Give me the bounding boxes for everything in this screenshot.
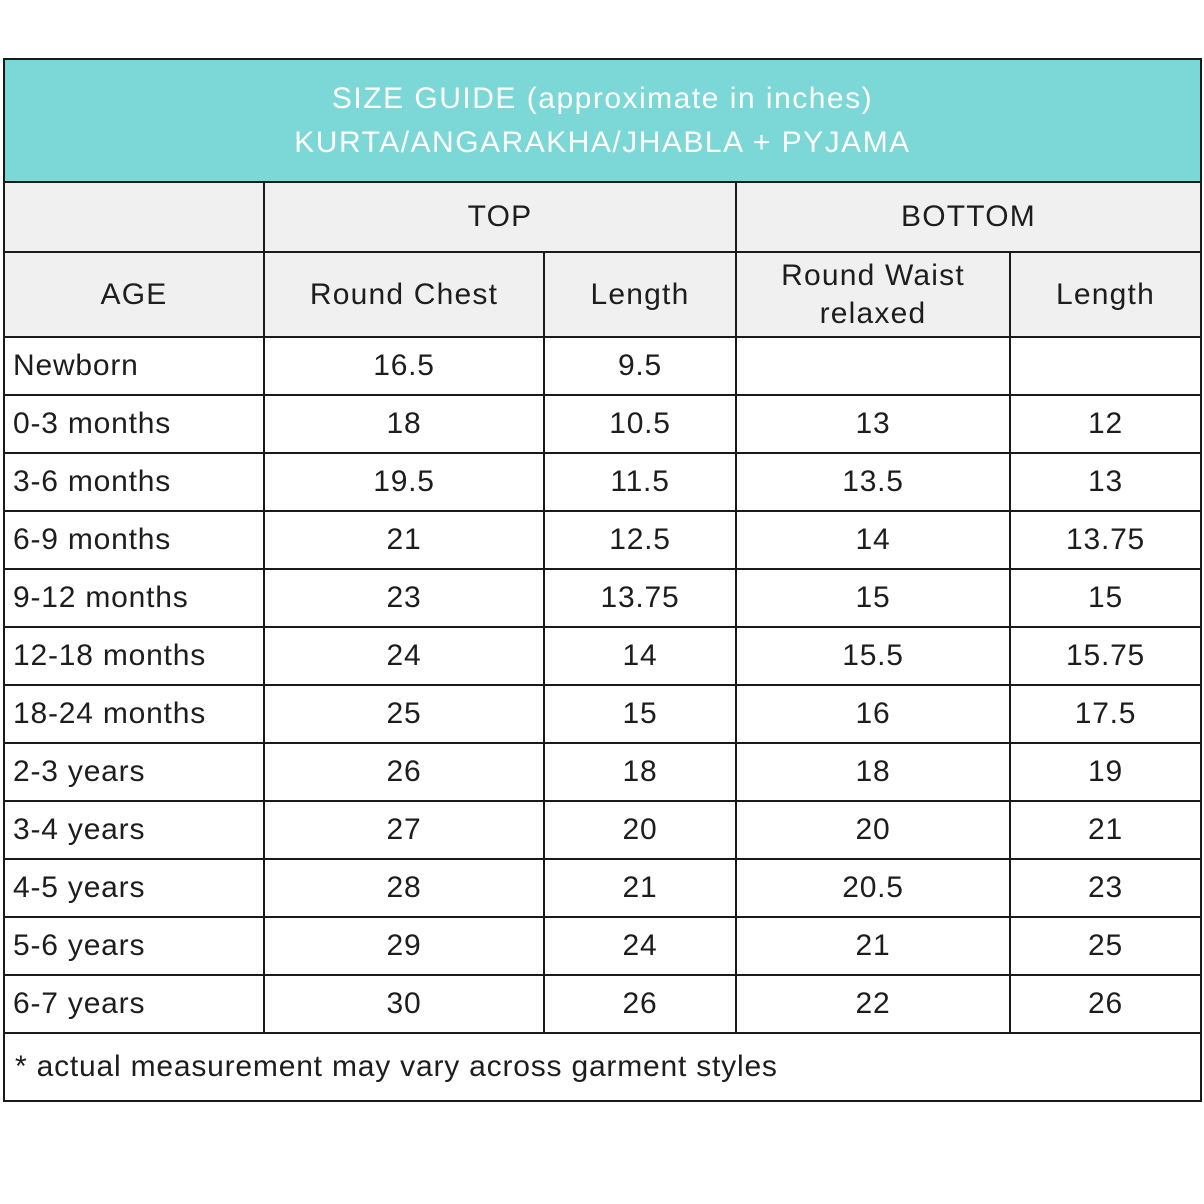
round-chest-cell: 21 [263, 510, 545, 570]
bottom-length-cell: 21 [1008, 800, 1203, 860]
round-chest-cell: 16.5 [263, 336, 545, 396]
bottom-length-cell: 12 [1008, 394, 1203, 454]
top-length-cell: 11.5 [543, 452, 737, 512]
bottom-length-cell: 25 [1008, 916, 1203, 976]
round-waist-cell [735, 336, 1011, 396]
table-row: Newborn 16.5 9.5 [3, 336, 1203, 396]
round-waist-cell: 18 [735, 742, 1011, 802]
round-waist-cell: 15 [735, 568, 1011, 628]
table-row: 12-18 months 24 14 15.5 15.75 [3, 626, 1203, 686]
table-row: 0-3 months 18 10.5 13 12 [3, 394, 1203, 454]
round-chest-cell: 18 [263, 394, 545, 454]
column-header-bottom-length: Length [1008, 251, 1203, 338]
round-waist-cell: 13 [735, 394, 1011, 454]
round-waist-cell: 15.5 [735, 626, 1011, 686]
top-length-cell: 18 [543, 742, 737, 802]
top-length-cell: 10.5 [543, 394, 737, 454]
top-length-cell: 9.5 [543, 336, 737, 396]
round-chest-cell: 25 [263, 684, 545, 744]
top-length-cell: 15 [543, 684, 737, 744]
age-cell: 4-5 years [3, 858, 265, 918]
round-waist-cell: 16 [735, 684, 1011, 744]
table-row: 2-3 years 26 18 18 19 [3, 742, 1203, 802]
column-header-top-length: Length [543, 251, 737, 338]
table-row: 3-4 years 27 20 20 21 [3, 800, 1203, 860]
title-row: SIZE GUIDE (approximate in inches) KURTA… [2, 58, 1203, 183]
round-waist-cell: 20.5 [735, 858, 1011, 918]
round-chest-cell: 24 [263, 626, 545, 686]
age-cell: 0-3 months [3, 394, 265, 454]
age-cell: 2-3 years [3, 742, 265, 802]
top-length-cell: 20 [543, 800, 737, 860]
top-length-cell: 14 [543, 626, 737, 686]
round-waist-cell: 21 [735, 916, 1011, 976]
group-header-row: TOP BOTTOM [3, 181, 1203, 253]
footnote: * actual measurement may vary across gar… [2, 1032, 1203, 1102]
table-row: 18-24 months 25 15 16 17.5 [3, 684, 1203, 744]
group-header-spacer [3, 181, 265, 253]
bottom-length-cell: 15.75 [1008, 626, 1203, 686]
column-header-round-chest: Round Chest [263, 251, 545, 338]
table-row: 4-5 years 28 21 20.5 23 [3, 858, 1203, 918]
round-waist-cell: 14 [735, 510, 1011, 570]
bottom-length-cell: 23 [1008, 858, 1203, 918]
round-waist-cell: 20 [735, 800, 1011, 860]
top-length-cell: 13.75 [543, 568, 737, 628]
table-row: 6-9 months 21 12.5 14 13.75 [3, 510, 1203, 570]
column-header-round-waist-relaxed: Round Waist relaxed [735, 251, 1011, 338]
round-chest-cell: 26 [263, 742, 545, 802]
column-header-row: AGE Round Chest Length Round Waist relax… [3, 251, 1203, 338]
group-header-bottom: BOTTOM [734, 181, 1203, 253]
round-chest-cell: 29 [263, 916, 545, 976]
footnote-row: * actual measurement may vary across gar… [2, 1032, 1203, 1102]
round-chest-cell: 23 [263, 568, 545, 628]
round-chest-cell: 19.5 [263, 452, 545, 512]
age-cell: Newborn [3, 336, 265, 396]
title-line-2: KURTA/ANGARAKHA/JHABLA + PYJAMA [294, 125, 911, 159]
bottom-length-cell: 17.5 [1008, 684, 1203, 744]
top-length-cell: 12.5 [543, 510, 737, 570]
size-guide-table: SIZE GUIDE (approximate in inches) KURTA… [2, 58, 1203, 1102]
top-length-cell: 26 [543, 974, 737, 1034]
age-cell: 6-9 months [3, 510, 265, 570]
table-row: 3-6 months 19.5 11.5 13.5 13 [3, 452, 1203, 512]
age-cell: 12-18 months [3, 626, 265, 686]
bottom-length-cell: 13.75 [1008, 510, 1203, 570]
bottom-length-cell: 26 [1008, 974, 1203, 1034]
group-header-top: TOP [263, 181, 737, 253]
top-length-cell: 24 [543, 916, 737, 976]
round-chest-cell: 30 [263, 974, 545, 1034]
table-row: 6-7 years 30 26 22 26 [3, 974, 1203, 1034]
age-cell: 3-6 months [3, 452, 265, 512]
title-line-1: SIZE GUIDE (approximate in inches) [331, 82, 874, 115]
bottom-length-cell: 15 [1008, 568, 1203, 628]
age-cell: 3-4 years [3, 800, 265, 860]
table-title: SIZE GUIDE (approximate in inches) KURTA… [2, 58, 1203, 183]
bottom-length-cell: 19 [1008, 742, 1203, 802]
round-chest-cell: 27 [263, 800, 545, 860]
bottom-length-cell: 13 [1008, 452, 1203, 512]
top-length-cell: 21 [543, 858, 737, 918]
column-header-age: AGE [3, 251, 265, 338]
age-cell: 5-6 years [3, 916, 265, 976]
round-waist-cell: 13.5 [735, 452, 1011, 512]
age-cell: 18-24 months [3, 684, 265, 744]
table-row: 5-6 years 29 24 21 25 [3, 916, 1203, 976]
bottom-length-cell [1008, 336, 1203, 396]
age-cell: 9-12 months [3, 568, 265, 628]
round-waist-cell: 22 [735, 974, 1011, 1034]
table-row: 9-12 months 23 13.75 15 15 [3, 568, 1203, 628]
age-cell: 6-7 years [3, 974, 265, 1034]
round-chest-cell: 28 [263, 858, 545, 918]
